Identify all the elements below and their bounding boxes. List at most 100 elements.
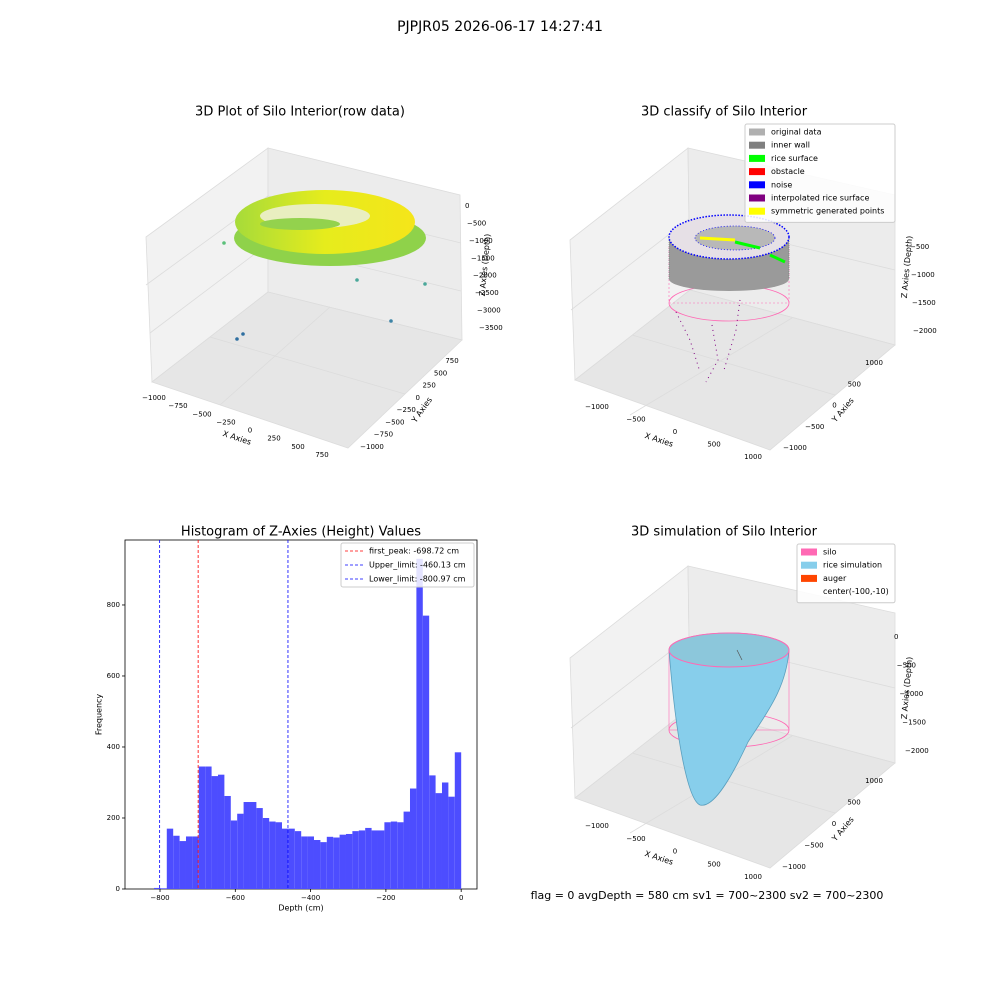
z-tick-label: −1000 [469,237,493,245]
bar [224,795,231,889]
y-tick-label: 500 [847,799,860,807]
legend-box [744,123,896,223]
bar [345,833,353,889]
z-tick-label: −1000 [911,271,935,279]
legend-label: center(-100,-10) [823,587,889,596]
bar [313,840,321,889]
chart-title: Histogram of Z-Axies (Height) Values [181,525,421,540]
x-tick-label: 750 [315,451,328,459]
bar [358,830,366,889]
x-tick-label: 250 [267,435,280,443]
z-tick-label: −2000 [905,747,929,755]
chart-title: 3D simulation of Silo Interior [631,525,818,540]
bar [454,752,462,889]
bar [365,827,372,889]
legend-label: rice simulation [823,561,882,570]
x-tick-label: −500 [192,410,211,418]
bar [448,796,455,889]
bar [441,782,449,889]
x-axis-label: Depth (cm) [278,904,323,913]
x-tick-label: −600 [226,894,245,902]
plot2-box [569,147,896,451]
bar [256,808,263,889]
bar [429,775,436,889]
bar [275,822,282,889]
z-tick-label: −2500 [475,289,499,297]
bar [288,828,295,889]
x-tick-label: −1000 [142,394,166,402]
y-tick-label: −1000 [783,444,807,452]
legend-swatch [801,548,817,556]
plot4-surface [668,632,790,806]
bar [230,820,238,889]
y-tick-label: 0 [415,394,419,402]
y-tick-label: −250 [397,406,416,414]
bar [160,888,167,889]
x-tick-label: 0 [673,428,677,436]
z-tick-label: −3500 [479,324,503,332]
y-tick-label: −500 [385,418,404,426]
y-tick-label: 400 [107,743,120,751]
bar [281,828,289,889]
legend-swatch [749,181,765,189]
x-tick-label: −800 [150,894,169,902]
bar [198,766,206,889]
y-tick-label: −500 [805,423,824,431]
y-tick-label: 500 [434,369,447,377]
bar [185,836,193,889]
bar [377,830,385,889]
y-tick-label: −1000 [360,443,384,451]
legend-label: auger [823,574,847,583]
legend-label: inner wall [771,141,810,150]
x-tick-label: −200 [376,894,395,902]
bar [301,836,308,889]
bar [339,834,346,889]
bar [262,817,270,889]
y-tick-label: −750 [374,431,393,439]
bar [269,821,276,889]
footer: flag = 0 avgDepth = 580 cm sv1 = 700~230… [531,889,884,902]
legend-box [340,542,475,588]
bar [435,793,442,889]
bar [403,811,410,889]
y-tick-label: 0 [832,402,836,410]
bar [294,831,302,889]
legend-swatch [749,141,765,149]
bar [211,776,218,889]
bar [416,558,423,889]
bar [384,822,391,889]
z-tick-label: −1000 [900,690,924,698]
z-tick-label: −500 [897,662,916,670]
z-tick-label: 0 [465,202,469,210]
legend-label: obstacle [771,167,805,176]
y-tick-label: 1000 [865,359,883,367]
x-tick-label: 500 [707,441,720,449]
x-tick-label: −750 [168,402,187,410]
legend-label: Upper_limit: -460.13 cm [369,561,466,570]
x-tick-label: −250 [216,418,235,426]
x-tick-label: 1000 [744,453,762,461]
y-tick-label: 200 [107,814,120,822]
legend-label: interpolated rice surface [771,194,869,203]
z-tick-label: −1500 [902,719,926,727]
y-tick-label: 0 [832,820,836,828]
legend-swatch [749,194,765,202]
bar [173,835,180,889]
z-tick-label: −500 [467,219,486,227]
chart-title: 3D Plot of Silo Interior(row data) [195,105,405,120]
y-tick-label: −500 [804,842,823,850]
plot2-points [668,214,790,383]
z-tick-label: −2000 [913,327,937,335]
x-tick-label: 500 [291,443,304,451]
y-tick-label: 1000 [865,777,883,785]
legend-label: first_peak: -698.72 cm [369,547,459,556]
x-tick-label: −1000 [585,403,609,411]
bar [409,788,417,889]
legend-box [796,543,896,604]
y-tick-label: 750 [445,357,458,365]
bar [153,887,161,889]
bar [249,802,257,889]
z-tick-label: −1500 [912,299,936,307]
chart-title: 3D classify of Silo Interior [641,105,808,120]
x-tick-label: −1000 [585,822,609,830]
